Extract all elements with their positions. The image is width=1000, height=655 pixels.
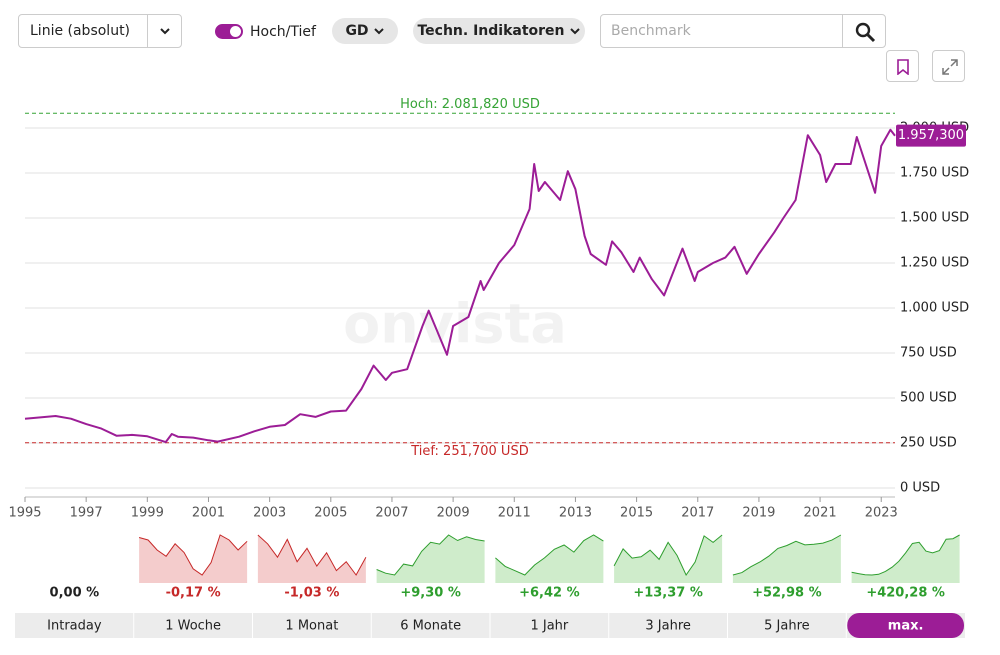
sparkline [732,534,842,576]
x-tick-label: 1999 [131,506,164,521]
y-tick-label: 500 USD [900,391,957,406]
sparkline [851,534,960,576]
period-change: +6,42 % [519,586,580,601]
x-tick-label: 2001 [192,506,225,521]
x-tick-label: 2007 [375,506,408,521]
price-line [24,128,896,444]
chevron [569,28,580,35]
period-change: -0,17 % [166,586,221,601]
sparkline-area [376,535,485,583]
y-tick-label: 1.250 USD [900,256,969,271]
sparkline-area [614,535,723,583]
sparkline-area [851,535,960,583]
period-tab[interactable]: 6 Monate [400,619,461,634]
period-change: +420,28 % [866,586,945,601]
sparkline [495,534,604,576]
period-change: +9,30 % [400,586,461,601]
x-tick-label: 2003 [253,506,286,521]
sparkline [613,534,723,577]
x-tick-label: 2021 [804,506,837,521]
sparkline-area [732,535,841,583]
period-change: +52,98 % [752,586,822,601]
period-tab[interactable]: 1 Woche [165,619,221,634]
x-tick-label: 2013 [559,506,592,521]
last-value-badge [896,124,966,147]
gd-button[interactable]: GD [332,18,398,44]
chart-type-select[interactable]: Linie (absolut) [18,14,182,48]
x-tick-label: 2019 [742,506,775,521]
x-tick-label: 2023 [865,506,898,521]
y-tick-label: 1.000 USD [900,301,969,316]
x-tick-label: 2015 [620,506,653,521]
high-low-label: Hoch/Tief [250,24,316,40]
indicators-label: Techn. Indikatoren [417,23,565,39]
x-tick-label: 1997 [70,506,103,521]
x-tick-label: 1995 [8,506,41,521]
period-tab[interactable]: Intraday [47,619,102,634]
bookmark-icon [897,59,909,75]
y-tick-label: 750 USD [900,346,957,361]
sparkline-area [139,535,248,583]
period-tab[interactable]: 1 Jahr [530,619,568,634]
toggle-knob [230,26,241,37]
sparkline [376,534,485,576]
search-button[interactable] [842,14,886,48]
reference-label: Hoch: 2.081,820 USD [400,97,540,112]
reference-label: Tief: 251,700 USD [410,444,528,459]
indicators-button[interactable]: Techn. Indikatoren [413,18,585,44]
sparkline [138,534,248,576]
sparkline-area [495,535,604,583]
active-tab [847,613,964,638]
y-tick-label: 250 USD [900,436,957,451]
x-tick-label: 2005 [314,506,347,521]
benchmark-placeholder: Benchmark [611,23,691,39]
sparkline [257,534,367,576]
period-change: +13,37 % [633,586,703,601]
bookmark-button[interactable] [886,50,919,82]
divider [147,15,148,47]
gd-label: GD [345,23,369,39]
search-icon [855,22,876,43]
period-tab[interactable]: 3 Jahre [645,619,691,634]
period-change: -1,03 % [284,586,339,601]
expand-button[interactable] [932,50,965,82]
toggle[interactable] [215,24,243,39]
y-tick-label: 1.750 USD [900,166,969,181]
expand-icon [942,59,958,75]
x-tick-label: 2017 [681,506,714,521]
chevron [160,28,170,35]
chevron [373,28,384,35]
sparkline-area [257,535,366,583]
y-tick-label: 0 USD [900,481,940,496]
period-tab[interactable]: 1 Monat [285,619,338,634]
period-change: 0,00 % [50,586,100,601]
chart-type-label: Linie (absolut) [30,23,131,39]
period-tab[interactable]: 5 Jahre [764,619,810,634]
x-tick-label: 2011 [498,506,531,521]
period-tab[interactable]: max. [888,619,924,634]
last-value-label: 1.957,300 [898,128,964,143]
x-tick-label: 2009 [437,506,470,521]
y-tick-label: 1.500 USD [900,211,969,226]
